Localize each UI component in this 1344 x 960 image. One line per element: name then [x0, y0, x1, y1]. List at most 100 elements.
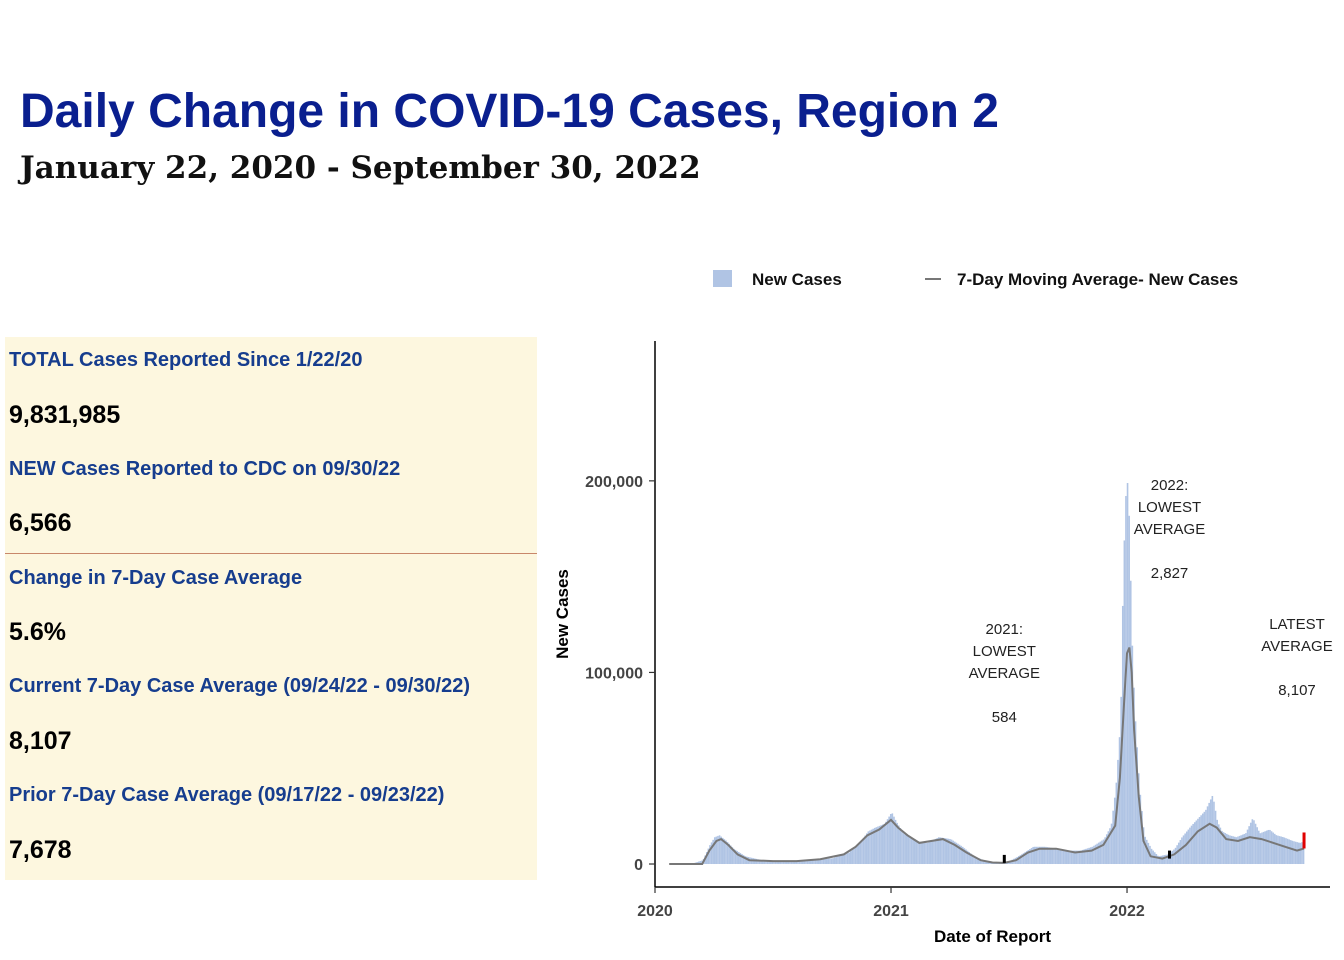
bar [955, 842, 958, 865]
stats-panel: TOTAL Cases Reported Since 1/22/20 9,831… [5, 337, 537, 880]
bar [1085, 848, 1087, 865]
x-tick-label: 2021 [873, 903, 909, 920]
bar [1145, 839, 1148, 865]
bar [848, 852, 850, 865]
bar [976, 857, 978, 865]
bar [917, 841, 919, 865]
bar [1035, 846, 1038, 865]
bar [981, 859, 983, 865]
bar [873, 827, 876, 865]
bar [977, 858, 980, 865]
bar [1136, 747, 1138, 865]
bar [1080, 850, 1082, 865]
bar [718, 835, 721, 865]
bar [712, 839, 714, 865]
y-tick-label: 100,000 [585, 665, 643, 682]
bar [1099, 841, 1102, 865]
annotation-text: LATEST [1269, 616, 1325, 633]
bar [774, 860, 777, 865]
bar [1286, 838, 1289, 865]
bar [1224, 833, 1226, 865]
bar [1094, 844, 1097, 865]
bar [904, 834, 906, 865]
bar [880, 825, 882, 865]
bar [813, 859, 815, 865]
bar [945, 838, 948, 865]
bar [1229, 835, 1231, 865]
bar [763, 860, 766, 865]
bar [905, 835, 908, 865]
bar [1091, 846, 1094, 865]
bar [1200, 815, 1202, 865]
bar [1024, 852, 1026, 865]
bar [960, 845, 962, 865]
bar [1064, 850, 1066, 865]
total-cases-value: 9,831,985 [9, 401, 121, 429]
bar [1097, 842, 1100, 865]
bar [1165, 854, 1167, 865]
bar [760, 859, 762, 865]
bar [861, 839, 863, 865]
bar [1144, 836, 1146, 865]
page-title: Daily Change in COVID-19 Cases, Region 2 [20, 85, 999, 138]
bar [953, 841, 956, 865]
bar [1262, 831, 1265, 865]
bar [1067, 850, 1070, 865]
bar [877, 826, 879, 865]
bar [979, 858, 982, 865]
bar [814, 859, 817, 865]
bar [800, 860, 802, 865]
bar [1093, 845, 1095, 865]
bar [1113, 797, 1116, 865]
bar [1059, 849, 1062, 865]
bar [856, 844, 858, 865]
bar [819, 859, 822, 865]
bar [1054, 848, 1057, 865]
bar [1246, 829, 1249, 865]
bar [925, 842, 927, 865]
bar [768, 860, 770, 865]
bar [1288, 839, 1290, 865]
bar [697, 861, 700, 865]
bar [872, 828, 874, 865]
bar [971, 854, 974, 865]
annotation-text: LOWEST [1138, 499, 1201, 516]
bar [725, 840, 727, 865]
bar [843, 854, 846, 865]
annotation-text: 2,827 [1151, 565, 1189, 582]
bar [833, 857, 836, 865]
bar [1208, 802, 1210, 865]
bar [1142, 827, 1145, 865]
bar [934, 838, 937, 865]
bar [913, 840, 916, 865]
legend-bars-label: New Cases [752, 270, 842, 289]
bar [1072, 850, 1074, 865]
bar [1107, 831, 1110, 865]
bar [1206, 806, 1209, 865]
bar [769, 860, 772, 865]
bar [1025, 851, 1028, 865]
bar [1049, 847, 1052, 865]
bar [798, 860, 801, 865]
annotation-text: AVERAGE [1134, 521, 1205, 538]
bar [891, 813, 894, 865]
bar [1038, 846, 1041, 865]
bar [1225, 833, 1228, 865]
bar [1203, 811, 1206, 865]
bar [777, 860, 780, 865]
bar [787, 861, 790, 865]
bar [1256, 827, 1258, 865]
bar [912, 839, 914, 865]
bar [1205, 809, 1207, 865]
bar [1245, 833, 1247, 865]
bar [1174, 847, 1177, 865]
bar [1077, 850, 1079, 865]
bar [731, 847, 734, 865]
annotation-marker [1002, 854, 1006, 863]
bar [1241, 834, 1244, 865]
bar [822, 859, 825, 865]
bar [1101, 840, 1103, 865]
bar [1155, 854, 1158, 865]
annotation: 2022: LOWEST AVERAGE 2,827 [1134, 477, 1205, 582]
bar [707, 848, 710, 865]
